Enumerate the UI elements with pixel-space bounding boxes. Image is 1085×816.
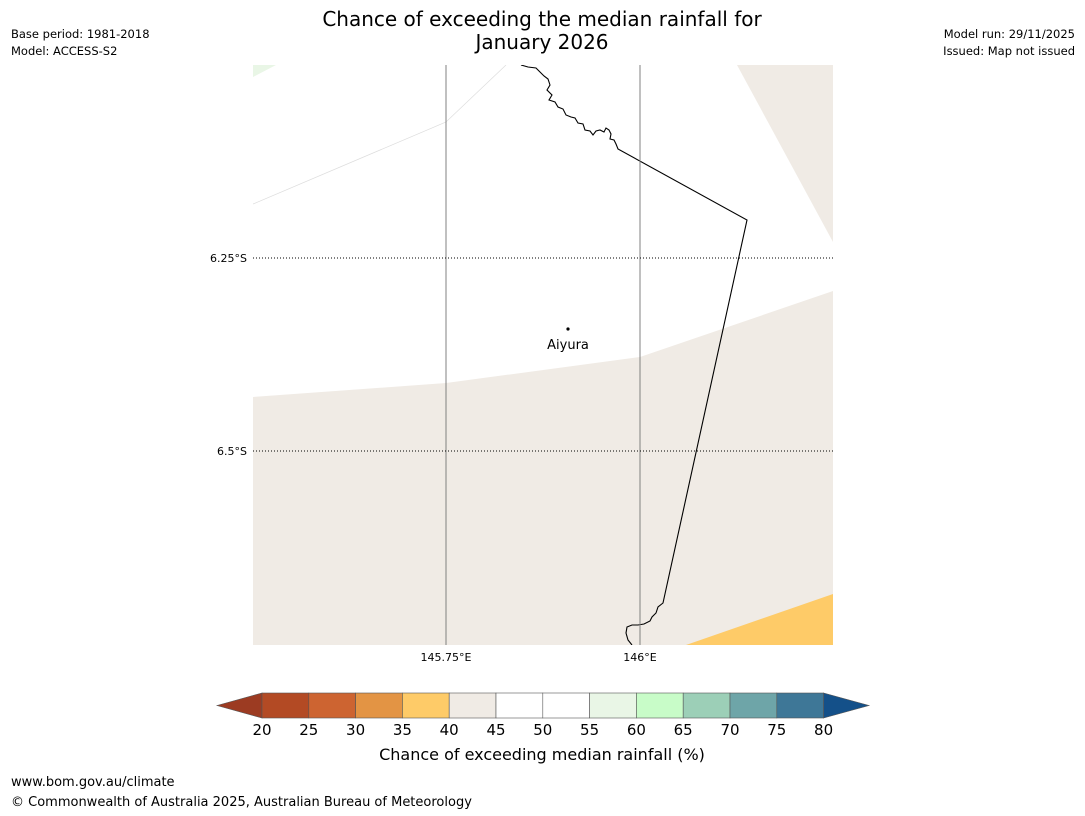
colorbar-boxes [215, 692, 871, 719]
region-55-60 [253, 65, 276, 77]
base-period-text: Base period: 1981-2018 [11, 27, 150, 41]
map-title-line2: January 2026 [475, 30, 609, 54]
issued-text: Issued: Map not issued [943, 44, 1075, 58]
region-40-45-lower [253, 291, 833, 645]
colorbar: 20 25 30 35 40 45 50 55 60 65 70 75 80 [215, 692, 871, 739]
footer-url[interactable]: www.bom.gov.au/climate [11, 775, 175, 790]
region-40-45-top-right [737, 65, 833, 242]
colorbar-tick-35: 35 [393, 721, 412, 739]
colorbar-tick-70: 70 [720, 721, 739, 739]
colorbar-box-75-80 [776, 692, 824, 719]
colorbar-tick-40: 40 [440, 721, 459, 739]
colorbar-tick-20: 20 [252, 721, 271, 739]
colorbar-ticks: 20 25 30 35 40 45 50 55 60 65 70 75 80 [252, 721, 833, 739]
colorbar-box-40-45 [448, 692, 497, 719]
region-35-40 [686, 594, 833, 645]
colorbar-tick-80: 80 [814, 721, 833, 739]
colorbar-arrow-low [215, 692, 263, 719]
colorbar-box-70-75 [729, 692, 778, 719]
colorbar-box-35-40 [402, 692, 450, 719]
colorbar-box-25-30 [308, 692, 356, 719]
map-title-line1: Chance of exceeding the median rainfall … [322, 7, 762, 31]
colorbar-arrow-high [823, 692, 871, 719]
model-text: Model: ACCESS-S2 [11, 44, 118, 58]
meta-right: Model run: 29/11/2025 Issued: Map not is… [943, 26, 1075, 60]
map-area [253, 65, 833, 645]
footer-copyright: © Commonwealth of Australia 2025, Austra… [11, 795, 472, 810]
map-panel: Aiyura 6.25°S 6.5°S 145.75°E 146°E [210, 65, 833, 664]
colorbar-box-55-60 [589, 692, 637, 719]
colorbar-box-30-35 [355, 692, 403, 719]
colorbar-box-60-65 [636, 692, 684, 719]
colorbar-box-20-25 [261, 692, 310, 719]
colorbar-box-65-70 [682, 692, 731, 719]
lon-label-146: 146°E [623, 651, 656, 664]
colorbar-tick-75: 75 [767, 721, 786, 739]
place-label: Aiyura [547, 338, 589, 353]
lat-label-6-25: 6.25°S [210, 252, 247, 265]
place-marker [566, 327, 570, 331]
colorbar-tick-60: 60 [627, 721, 646, 739]
meta-left: Base period: 1981-2018 Model: ACCESS-S2 [11, 26, 150, 60]
colorbar-label: Chance of exceeding median rainfall (%) [379, 745, 705, 764]
colorbar-tick-25: 25 [299, 721, 318, 739]
model-run-text: Model run: 29/11/2025 [943, 27, 1075, 41]
colorbar-tick-65: 65 [674, 721, 693, 739]
colorbar-box-50-55 [542, 692, 590, 719]
colorbar-tick-50: 50 [533, 721, 552, 739]
border-line [520, 65, 748, 645]
colorbar-tick-45: 45 [486, 721, 505, 739]
colorbar-tick-55: 55 [580, 721, 599, 739]
colorbar-box-45-50 [495, 692, 544, 719]
lon-label-145-75: 145.75°E [421, 651, 472, 664]
lat-label-6-5: 6.5°S [217, 445, 247, 458]
map-title: Chance of exceeding the median rainfall … [242, 8, 842, 54]
colorbar-tick-30: 30 [346, 721, 365, 739]
